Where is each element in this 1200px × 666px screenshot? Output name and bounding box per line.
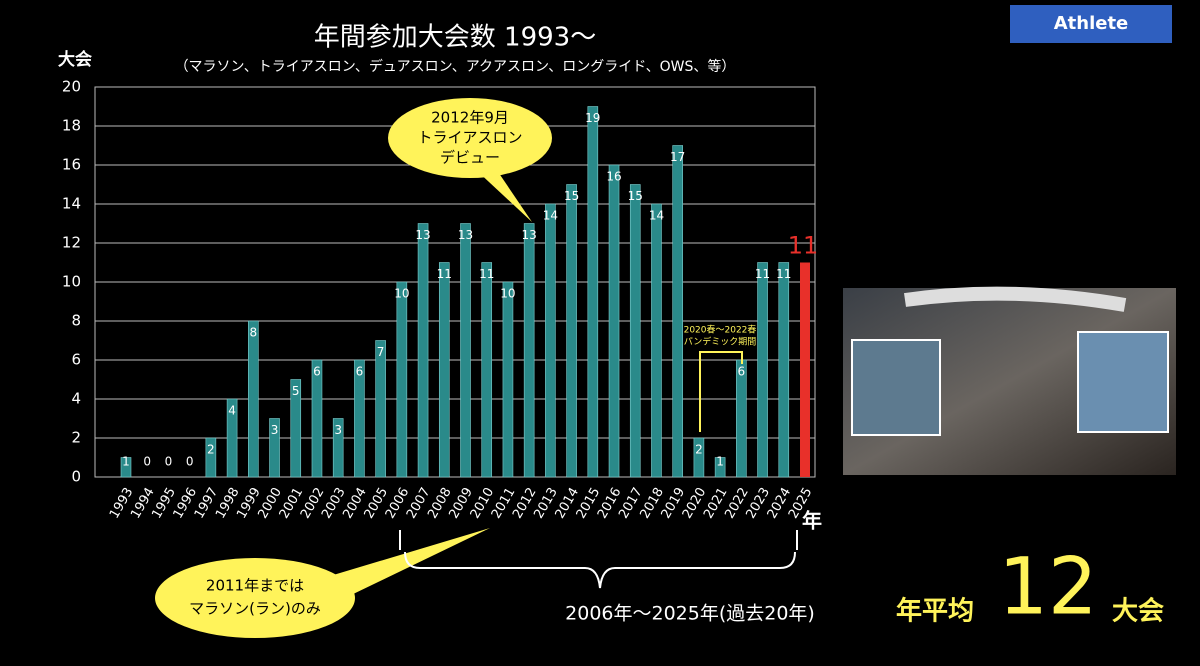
plot: 0246810121416182019931199401995019960199… (62, 78, 818, 522)
value-label: 15 (628, 189, 643, 203)
value-label: 15 (564, 189, 579, 203)
value-label: 6 (313, 365, 321, 379)
value-label: 11 (755, 267, 770, 281)
callout-text: デビュー (440, 149, 500, 167)
y-axis-label: 大会 (58, 49, 92, 70)
value-label: 17 (670, 150, 685, 164)
value-label: 6 (356, 365, 364, 379)
bar (651, 203, 662, 478)
bar (523, 223, 535, 478)
average-unit: 大会 (1112, 597, 1164, 627)
y-tick-label: 4 (71, 390, 81, 408)
value-label: 14 (649, 209, 664, 223)
bar (269, 418, 280, 478)
value-label: 4 (228, 404, 236, 418)
value-label: 2 (695, 443, 703, 457)
bar (672, 145, 683, 478)
bar (693, 437, 705, 478)
bar (714, 457, 726, 478)
value-label: 11 (788, 232, 819, 260)
value-label: 13 (458, 228, 473, 242)
value-label: 13 (522, 228, 537, 242)
bar (290, 379, 302, 478)
bar (311, 359, 323, 478)
callout-text: 2011年までは (206, 577, 304, 595)
y-tick-label: 18 (62, 117, 81, 135)
bar (587, 106, 599, 478)
value-label: 11 (437, 267, 452, 281)
pandemic-bracket (699, 351, 743, 432)
value-label: 11 (776, 267, 791, 281)
bar (375, 340, 386, 478)
callout-text: トライアスロン (417, 129, 522, 147)
value-label: 3 (334, 423, 342, 437)
value-label: 13 (415, 228, 430, 242)
value-label: 0 (165, 455, 173, 469)
bar (205, 437, 217, 478)
value-label: 14 (543, 209, 558, 223)
value-label: 3 (271, 423, 279, 437)
value-label: 8 (249, 326, 257, 340)
finish-tape (904, 286, 1127, 312)
y-tick-label: 14 (62, 195, 81, 213)
bar (778, 262, 790, 478)
bar (481, 262, 493, 478)
value-label: 10 (394, 287, 409, 301)
bar (120, 457, 132, 478)
value-label: 1 (716, 455, 724, 469)
badge-bg (1010, 5, 1172, 43)
bar (460, 223, 471, 478)
average-value: 12 (998, 542, 1097, 632)
chart-title: 年間参加大会数 1993〜 (314, 23, 596, 53)
period-label: 2006年〜2025年(過去20年) (565, 603, 815, 625)
pandemic-label: パンデミック期間 (684, 336, 756, 348)
callout-text: 2012年9月 (431, 109, 509, 127)
bar (608, 164, 620, 478)
value-label: 1 (122, 455, 130, 469)
value-label: 16 (606, 170, 621, 184)
pandemic-label: 2020春〜2022春 (684, 324, 757, 336)
chart-subtitle: （マラソン、トライアスロン、デュアスロン、アクアスロン、ロングライド、OWS、等… (175, 58, 736, 75)
y-tick-label: 10 (62, 273, 81, 291)
value-label: 7 (377, 345, 385, 359)
y-tick-label: 16 (62, 156, 81, 174)
bar (438, 262, 450, 478)
period-brace (404, 551, 796, 589)
y-tick-label: 12 (62, 234, 81, 252)
bar (332, 418, 344, 478)
badge: Athlete (1054, 13, 1129, 34)
bar (248, 320, 259, 478)
y-tick-label: 0 (71, 468, 81, 486)
photo-inset (1077, 331, 1169, 433)
y-tick-label: 20 (62, 78, 81, 96)
value-label: 11 (479, 267, 494, 281)
y-tick-label: 6 (71, 351, 81, 369)
value-label: 19 (585, 111, 600, 125)
value-label: 2 (207, 443, 215, 457)
bar (545, 203, 556, 478)
average-label: 年平均 (896, 596, 974, 627)
bar (502, 281, 514, 478)
bar (354, 359, 365, 478)
value-label: 0 (186, 455, 194, 469)
bar (396, 281, 408, 478)
bar (757, 262, 768, 478)
bar (800, 262, 810, 477)
y-tick-label: 2 (71, 429, 81, 447)
value-label: 10 (500, 287, 515, 301)
bar (566, 184, 577, 478)
callout (388, 98, 552, 178)
callout (155, 558, 355, 638)
value-label: 0 (143, 455, 151, 469)
value-label: 5 (292, 384, 300, 398)
bar (417, 223, 429, 478)
y-tick-label: 8 (71, 312, 81, 330)
callout-text: マラソン(ラン)のみ (189, 600, 321, 618)
value-label: 6 (738, 365, 746, 379)
photo-inset (851, 339, 941, 436)
x-axis-label: 年 (802, 509, 822, 533)
bar (226, 398, 238, 478)
bar (629, 184, 641, 478)
